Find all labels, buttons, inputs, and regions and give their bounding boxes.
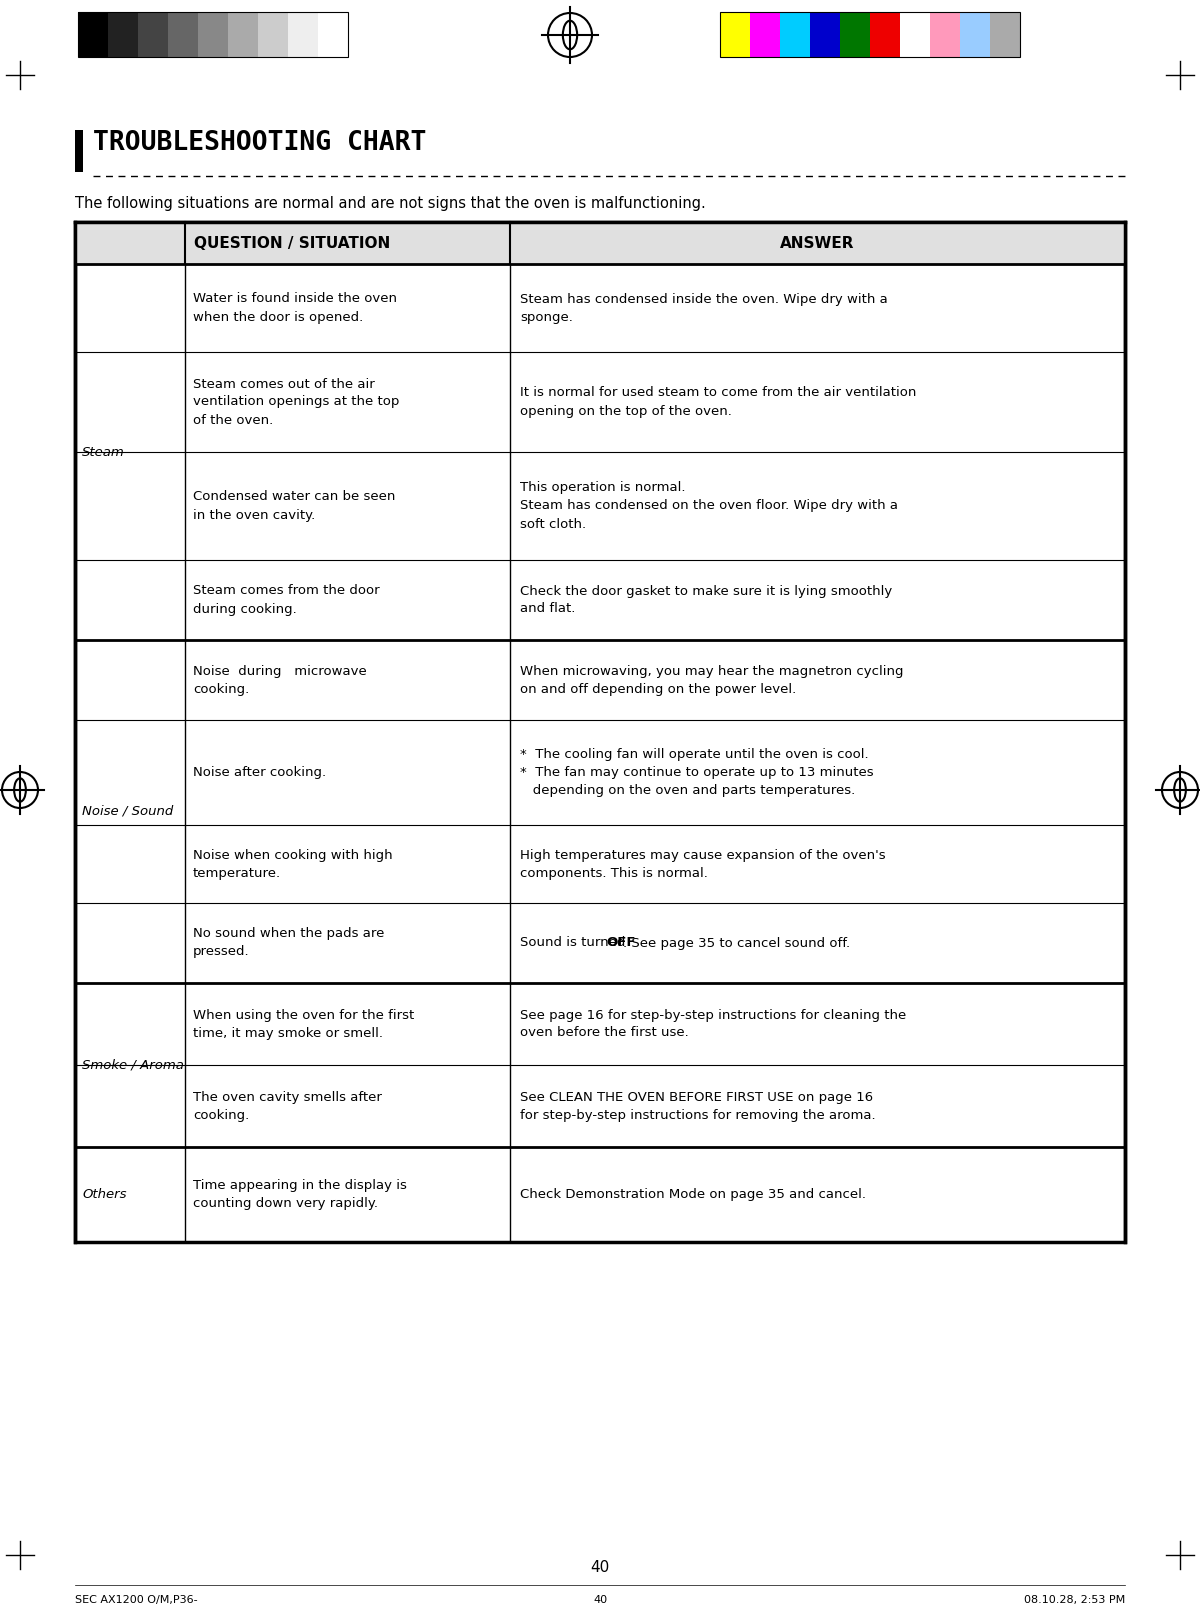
Text: Sound is turned: Sound is turned [520, 936, 630, 949]
Text: See CLEAN THE OVEN BEFORE FIRST USE on page 16
for step-by-step instructions for: See CLEAN THE OVEN BEFORE FIRST USE on p… [520, 1090, 876, 1121]
Text: Steam comes out of the air
ventilation openings at the top
of the oven.: Steam comes out of the air ventilation o… [193, 378, 400, 427]
Text: Noise  during   microwave
cooking.: Noise during microwave cooking. [193, 665, 367, 696]
Text: See page 16 for step-by-step instructions for cleaning the
oven before the first: See page 16 for step-by-step instruction… [520, 1009, 906, 1040]
Bar [228, 11, 258, 57]
Text: *  The cooling fan will operate until the oven is cool.
*  The fan may continue : * The cooling fan will operate until the… [520, 748, 874, 796]
Text: Noise when cooking with high
temperature.: Noise when cooking with high temperature… [193, 848, 392, 879]
Text: The oven cavity smells after
cooking.: The oven cavity smells after cooking. [193, 1090, 382, 1121]
Text: The following situations are normal and are not signs that the oven is malfuncti: The following situations are normal and … [74, 196, 706, 211]
Bar [720, 11, 750, 57]
Text: SEC AX1200 O/M,P36-: SEC AX1200 O/M,P36- [74, 1594, 198, 1606]
Bar [288, 11, 318, 57]
Bar [870, 11, 900, 57]
Text: This operation is normal.
Steam has condensed on the oven floor. Wipe dry with a: This operation is normal. Steam has cond… [520, 482, 898, 530]
Bar [990, 11, 1020, 57]
Text: 40: 40 [593, 1594, 607, 1606]
Bar [780, 11, 810, 57]
Text: Noise / Sound: Noise / Sound [82, 805, 173, 817]
Text: It is normal for used steam to come from the air ventilation
opening on the top : It is normal for used steam to come from… [520, 386, 917, 417]
Bar [74, 222, 1126, 264]
Bar [78, 11, 348, 57]
Bar [750, 11, 780, 57]
Bar [960, 11, 990, 57]
Text: . See page 35 to cancel sound off.: . See page 35 to cancel sound off. [624, 936, 851, 949]
Text: Condensed water can be seen
in the oven cavity.: Condensed water can be seen in the oven … [193, 490, 395, 522]
Bar [168, 11, 198, 57]
Bar [258, 11, 288, 57]
Text: Noise after cooking.: Noise after cooking. [193, 766, 326, 779]
Bar [318, 11, 348, 57]
Bar [840, 11, 870, 57]
Bar [900, 11, 930, 57]
Text: Water is found inside the oven
when the door is opened.: Water is found inside the oven when the … [193, 292, 397, 323]
Bar [138, 11, 168, 57]
Bar [720, 11, 1020, 57]
Text: Check the door gasket to make sure it is lying smoothly
and flat.: Check the door gasket to make sure it is… [520, 584, 893, 615]
Text: Steam has condensed inside the oven. Wipe dry with a
sponge.: Steam has condensed inside the oven. Wip… [520, 292, 888, 323]
Text: Check Demonstration Mode on page 35 and cancel.: Check Demonstration Mode on page 35 and … [520, 1187, 866, 1200]
Bar [74, 222, 1126, 1242]
Text: No sound when the pads are
pressed.: No sound when the pads are pressed. [193, 928, 384, 959]
Text: Steam comes from the door
during cooking.: Steam comes from the door during cooking… [193, 584, 379, 615]
Text: Steam: Steam [82, 446, 125, 459]
Bar [930, 11, 960, 57]
Text: Time appearing in the display is
counting down very rapidly.: Time appearing in the display is countin… [193, 1179, 407, 1210]
Text: When using the oven for the first
time, it may smoke or smell.: When using the oven for the first time, … [193, 1009, 414, 1040]
Bar [810, 11, 840, 57]
Bar [74, 130, 83, 172]
Text: TROUBLESHOOTING CHART: TROUBLESHOOTING CHART [94, 130, 426, 156]
Text: High temperatures may cause expansion of the oven's
components. This is normal.: High temperatures may cause expansion of… [520, 848, 886, 879]
Text: Smoke / Aroma: Smoke / Aroma [82, 1059, 184, 1072]
Text: Others: Others [82, 1187, 126, 1200]
Text: 08.10.28, 2:53 PM: 08.10.28, 2:53 PM [1024, 1594, 1126, 1606]
Text: OFF: OFF [606, 936, 636, 949]
Text: QUESTION / SITUATION: QUESTION / SITUATION [194, 235, 391, 250]
Text: 40: 40 [590, 1560, 610, 1575]
Bar [108, 11, 138, 57]
Text: ANSWER: ANSWER [780, 235, 854, 250]
Text: When microwaving, you may hear the magnetron cycling
on and off depending on the: When microwaving, you may hear the magne… [520, 665, 904, 696]
Bar [78, 11, 108, 57]
Bar [198, 11, 228, 57]
